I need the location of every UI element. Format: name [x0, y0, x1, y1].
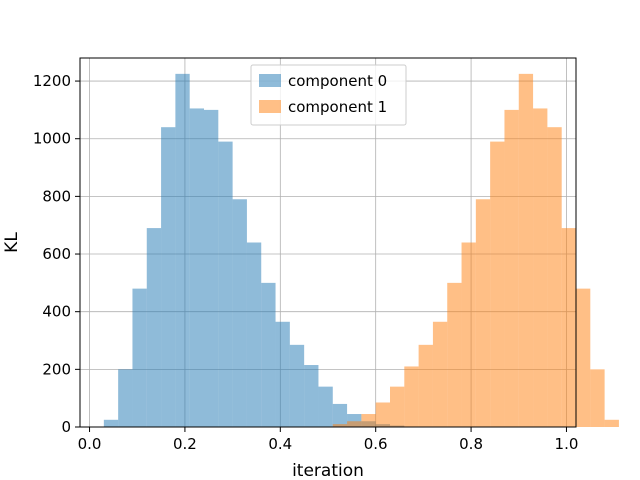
bar-component-0-bin-6 — [189, 108, 204, 427]
bar-component-1-bin-28 — [504, 109, 519, 427]
bar-component-1-bin-18 — [361, 414, 376, 427]
series-component-0-bars — [103, 73, 405, 427]
bar-component-1-bin-22 — [418, 344, 433, 427]
series-component-1-bars — [332, 73, 619, 427]
plot-frame — [79, 57, 577, 428]
x-tick-label-0: 0.0 — [78, 435, 102, 453]
bar-component-0-bin-7 — [204, 109, 219, 427]
bar-component-0-bin-9 — [232, 199, 247, 427]
legend-swatch-component-1 — [259, 100, 281, 113]
x-tick-label-2: 0.4 — [268, 435, 292, 453]
x-tick-label-5: 1.0 — [555, 435, 579, 453]
y-tick-label-5: 1000 — [33, 130, 71, 148]
bar-component-0-bin-15 — [318, 386, 333, 427]
bar-component-1-bin-25 — [461, 242, 476, 427]
y-tick-label-1: 200 — [42, 360, 71, 378]
x-axis-label: iteration — [292, 461, 364, 480]
bar-component-1-bin-32 — [561, 228, 576, 427]
legend-label-component-0: component 0 — [288, 72, 387, 90]
bar-component-0-bin-2 — [132, 288, 147, 427]
bar-component-1-bin-20 — [390, 386, 405, 427]
bar-component-1-bin-30 — [533, 108, 548, 427]
y-tick-label-3: 600 — [42, 245, 71, 263]
bar-component-0-bin-10 — [246, 242, 262, 427]
bar-component-1-bin-17 — [347, 421, 362, 427]
y-tick-label-2: 400 — [42, 303, 71, 321]
bar-component-0-bin-3 — [146, 228, 162, 427]
bar-component-0-bin-0 — [103, 419, 119, 427]
legend-swatch-component-0 — [259, 74, 281, 87]
x-tick-label-1: 0.2 — [173, 435, 197, 453]
legend-box — [250, 64, 407, 126]
legend-label-component-1: component 1 — [288, 98, 387, 116]
bar-component-0-bin-16 — [332, 403, 348, 427]
bar-component-0-bin-14 — [304, 365, 319, 427]
bar-component-1-bin-27 — [490, 141, 505, 427]
bar-component-1-bin-16 — [332, 424, 348, 427]
bar-component-0-bin-1 — [118, 369, 133, 427]
bar-component-1-bin-24 — [447, 282, 462, 427]
x-axis-ticks: 0.0 0.2 0.4 0.6 0.8 1.0 — [78, 427, 579, 453]
y-axis-ticks: 0 200 400 600 800 1000 1200 — [33, 72, 80, 436]
bar-component-1-bin-29 — [518, 73, 534, 427]
legend: component 0 component 1 — [250, 64, 407, 126]
bar-component-1-bin-35 — [604, 419, 619, 427]
x-tick-label-3: 0.6 — [364, 435, 388, 453]
bar-component-1-bin-23 — [432, 321, 448, 427]
bar-component-1-bin-19 — [375, 402, 390, 427]
bar-component-0-bin-11 — [261, 282, 276, 427]
bar-component-0-bin-4 — [161, 127, 176, 427]
bar-component-0-bin-5 — [175, 73, 190, 427]
y-tick-label-6: 1200 — [33, 72, 71, 90]
x-tick-label-4: 0.8 — [459, 435, 483, 453]
bar-component-1-bin-34 — [590, 369, 605, 427]
bar-component-0-bin-8 — [218, 141, 233, 427]
bar-component-0-bin-12 — [275, 321, 290, 427]
y-axis-label: KL — [2, 232, 22, 253]
bar-component-0-bin-13 — [289, 344, 305, 427]
y-tick-label-0: 0 — [61, 418, 71, 436]
bar-component-1-bin-21 — [404, 366, 419, 427]
bar-component-1-bin-31 — [547, 127, 562, 427]
y-tick-label-4: 800 — [42, 187, 71, 205]
bar-component-1-bin-33 — [576, 288, 591, 427]
bar-component-1-bin-26 — [475, 199, 491, 427]
